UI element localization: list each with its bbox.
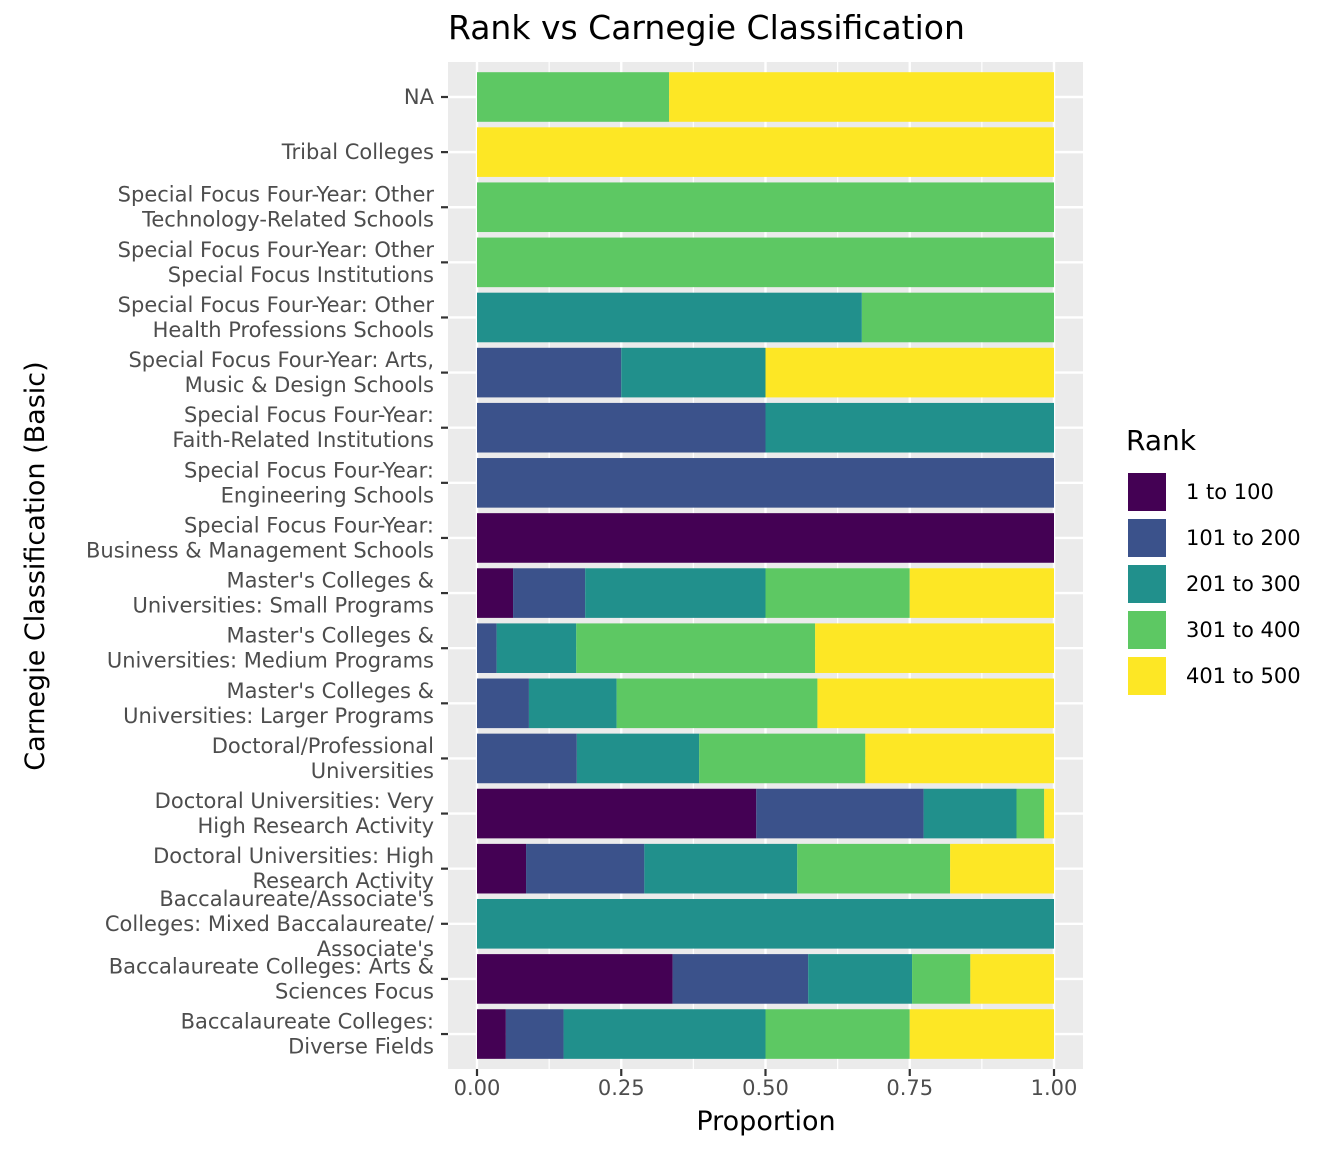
y-tick-label: Baccalaureate Colleges: Diverse Fields: [181, 1010, 434, 1059]
bar-segment: [756, 788, 924, 839]
legend-item: 201 to 300: [1126, 561, 1301, 607]
bar-segment: [909, 1009, 1054, 1059]
legend-key: [1126, 655, 1168, 697]
bar-segment: [576, 623, 816, 673]
y-tick-label: NA: [404, 85, 435, 109]
bar-segment: [477, 182, 1054, 233]
y-tick-label: Baccalaureate/Associate's Colleges: Mixed…: [105, 887, 435, 961]
y-tick-label: Special Focus Four-Year: Faith-Related In…: [172, 403, 434, 452]
bar-segment: [669, 72, 1054, 122]
bar-segment: [477, 899, 1054, 949]
y-tick-label: Tribal Colleges: [281, 140, 434, 164]
bar-segment: [477, 72, 670, 122]
y-axis-title: Carnegie Classification (Basic): [20, 361, 51, 770]
bar-segment: [765, 347, 1054, 398]
y-axis-ticks: NA Tribal Colleges Special Focus Four-Year…: [86, 85, 448, 1059]
legend-label: 101 to 200: [1186, 526, 1301, 550]
bar-segment: [477, 402, 766, 453]
legend: Rank 1 to 100 101 to 200 201 to 300 301 to …: [1126, 424, 1301, 699]
bar-segment: [644, 843, 798, 894]
x-tick-label: 1.00: [1031, 1076, 1078, 1100]
bar-segment: [477, 458, 1054, 508]
bar-segment: [477, 843, 527, 894]
bar-segment: [909, 568, 1054, 618]
bar-segment: [477, 292, 862, 343]
legend-item: 1 to 100: [1126, 469, 1301, 515]
bar-segment: [505, 1009, 564, 1059]
legend-item: 401 to 500: [1126, 653, 1301, 699]
bar-segment: [765, 568, 910, 618]
bar-segment: [477, 623, 497, 673]
bar-segment: [477, 1009, 506, 1059]
legend-label: 401 to 500: [1186, 664, 1301, 688]
legend-key: [1126, 563, 1168, 605]
bar-segment: [817, 678, 1054, 729]
bar-segment: [797, 843, 951, 894]
y-tick-label: Special Focus Four-Year: Other Health Pro…: [118, 293, 435, 342]
x-tick-label: 0.50: [742, 1076, 789, 1100]
y-tick-label: Special Focus Four-Year: Other Technology…: [118, 183, 435, 232]
x-tick-label: 0.75: [886, 1076, 933, 1100]
chart-title: Rank vs Carnegie Classification: [448, 8, 965, 47]
legend-key: [1126, 471, 1168, 513]
bar-segment: [865, 733, 1054, 784]
y-tick-label: Doctoral Universities: High Research Acti…: [153, 844, 434, 893]
y-tick-label: Special Focus Four-Year: Engineering Scho…: [184, 458, 434, 507]
bar-segment: [970, 954, 1054, 1004]
y-tick-label: Master's Colleges & Universities: Larger …: [123, 679, 434, 728]
x-tick-label: 0.25: [598, 1076, 645, 1100]
bar-segment: [861, 292, 1054, 343]
bar-segment: [563, 1009, 766, 1059]
bar-segment: [950, 843, 1054, 894]
bar-segment: [621, 347, 766, 398]
bar-segment: [477, 788, 757, 839]
bar-segment: [477, 513, 1054, 563]
bar-segment: [528, 678, 617, 729]
bar-segment: [912, 954, 971, 1004]
bar-segment: [477, 347, 622, 398]
bar-segment: [526, 843, 645, 894]
bar-segment: [477, 733, 577, 784]
bars: [477, 72, 1054, 1059]
legend-key: [1126, 517, 1168, 559]
x-axis-title: Proportion: [696, 1106, 835, 1137]
y-tick-label: Doctoral Universities: Very High Research…: [155, 789, 434, 838]
bar-segment: [1016, 788, 1045, 839]
bar-segment: [616, 678, 818, 729]
bar-segment: [808, 954, 913, 1004]
legend-title: Rank: [1126, 424, 1196, 457]
y-tick-label: Special Focus Four-Year: Arts, Music & De…: [128, 348, 434, 397]
y-tick-label: Doctoral/Professional Universities: [212, 734, 434, 783]
y-tick-label: Special Focus Four-Year: Other Special Fo…: [118, 238, 435, 287]
bar-segment: [513, 568, 586, 618]
bar-segment: [477, 954, 673, 1004]
y-tick-label: Baccalaureate Colleges: Arts & Sciences F…: [109, 954, 434, 1003]
legend-label: 1 to 100: [1186, 480, 1274, 504]
y-tick-label: Master's Colleges & Universities: Medium …: [107, 624, 434, 673]
bar-segment: [923, 788, 1017, 839]
legend-label: 301 to 400: [1186, 618, 1301, 642]
bar-segment: [477, 568, 514, 618]
bar-segment: [1044, 788, 1054, 839]
legend-item: 101 to 200: [1126, 515, 1301, 561]
x-axis-ticks: 0.00 0.25 0.50 0.75 1.00: [454, 1069, 1078, 1100]
y-tick-label: Master's Colleges & Universities: Small P…: [133, 569, 435, 618]
bar-segment: [477, 127, 1054, 177]
bar-segment: [699, 733, 866, 784]
bar-segment: [672, 954, 809, 1004]
legend-key: [1126, 609, 1168, 651]
bar-segment: [496, 623, 577, 673]
bar-segment: [477, 678, 529, 729]
bar-segment: [815, 623, 1054, 673]
bar-segment: [585, 568, 766, 618]
bar-segment: [576, 733, 700, 784]
x-tick-label: 0.00: [454, 1076, 501, 1100]
y-tick-label: Special Focus Four-Year: Business & Manag…: [86, 513, 434, 562]
legend-label: 201 to 300: [1186, 572, 1301, 596]
bar-segment: [477, 237, 1054, 288]
bar-segment: [765, 402, 1054, 453]
legend-item: 301 to 400: [1126, 607, 1301, 653]
bar-segment: [765, 1009, 910, 1059]
